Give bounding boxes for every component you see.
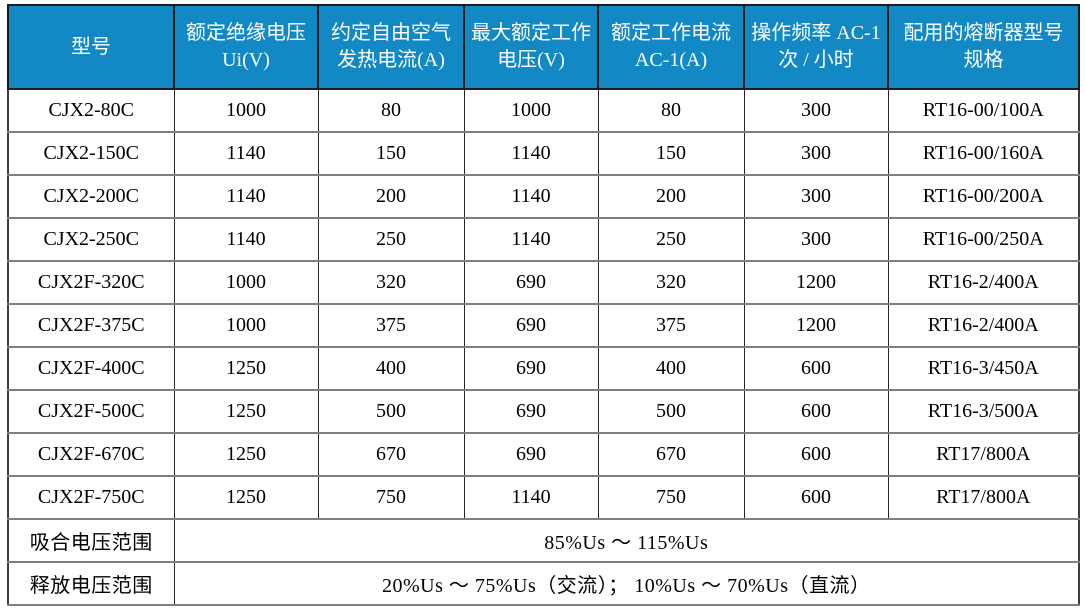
table-row: CJX2-150C 1140 150 1140 150 300 RT16-00/160A xyxy=(7,131,1080,176)
table-row: CJX2F-375C 1000 375 690 375 1200 RT16-2/400A xyxy=(7,303,1080,348)
model-cell: CJX2F-375C xyxy=(7,303,175,348)
value-cell: 690 xyxy=(463,303,599,348)
model-cell: CJX2F-320C xyxy=(7,260,175,305)
value-cell: 1140 xyxy=(463,131,599,176)
value-cell: 375 xyxy=(317,303,465,348)
value-cell: 690 xyxy=(463,389,599,434)
table-row: CJX2F-670C 1250 670 690 670 600 RT17/800A xyxy=(7,432,1080,477)
value-cell: RT16-2/400A xyxy=(887,260,1080,305)
value-cell: RT16-00/200A xyxy=(887,174,1080,219)
table-header: 型号 额定绝缘电压 Ui(V) 约定自由空气发热电流(A) 最大额定工作电压(V… xyxy=(7,4,1080,90)
value-cell: 400 xyxy=(597,346,745,391)
column-header-fuse-spec: 配用的熔断器型号规格 xyxy=(887,4,1080,90)
value-cell: RT17/800A xyxy=(887,475,1080,520)
table-row: CJX2F-400C 1250 400 690 400 600 RT16-3/450A xyxy=(7,346,1080,391)
value-cell: 150 xyxy=(317,131,465,176)
column-header-operation-frequency: 操作频率 AC-1 次 / 小时 xyxy=(743,4,889,90)
table-row: CJX2-80C 1000 80 1000 80 300 RT16-00/100A xyxy=(7,88,1080,133)
model-cell: CJX2-80C xyxy=(7,88,175,133)
value-cell: 500 xyxy=(317,389,465,434)
column-header-rated-current-ac1: 额定工作电流 AC-1(A) xyxy=(597,4,745,90)
value-cell: 1140 xyxy=(463,174,599,219)
footer-row-pickup-voltage: 吸合电压范围 85%Us ～ 115%Us xyxy=(7,518,1080,563)
value-cell: 300 xyxy=(743,217,889,262)
value-cell: 750 xyxy=(317,475,465,520)
value-cell: 1000 xyxy=(463,88,599,133)
value-cell: 600 xyxy=(743,346,889,391)
value-cell: 500 xyxy=(597,389,745,434)
value-cell: 600 xyxy=(743,389,889,434)
table-footer: 吸合电压范围 85%Us ～ 115%Us 释放电压范围 20%Us ～ 75%… xyxy=(7,518,1080,606)
model-cell: CJX2F-750C xyxy=(7,475,175,520)
table-row: CJX2F-320C 1000 320 690 320 1200 RT16-2/400A xyxy=(7,260,1080,305)
model-cell: CJX2F-400C xyxy=(7,346,175,391)
value-cell: 80 xyxy=(597,88,745,133)
footer-row-release-voltage: 释放电压范围 20%Us ～ 75%Us（交流）； 10%Us ～ 70%Us（… xyxy=(7,561,1080,606)
value-cell: 690 xyxy=(463,260,599,305)
value-cell: 1140 xyxy=(463,217,599,262)
value-cell: RT16-3/500A xyxy=(887,389,1080,434)
value-cell: 600 xyxy=(743,475,889,520)
value-cell: 320 xyxy=(317,260,465,305)
footer-value-release-voltage: 20%Us ～ 75%Us（交流）； 10%Us ～ 70%Us（直流） xyxy=(173,561,1080,606)
model-cell: CJX2-250C xyxy=(7,217,175,262)
table-row: CJX2-200C 1140 200 1140 200 300 RT16-00/200A xyxy=(7,174,1080,219)
value-cell: 300 xyxy=(743,88,889,133)
value-cell: 400 xyxy=(317,346,465,391)
value-cell: 300 xyxy=(743,174,889,219)
value-cell: 1250 xyxy=(173,389,319,434)
value-cell: RT16-00/100A xyxy=(887,88,1080,133)
value-cell: 750 xyxy=(597,475,745,520)
value-cell: 375 xyxy=(597,303,745,348)
value-cell: 200 xyxy=(317,174,465,219)
value-cell: 1140 xyxy=(463,475,599,520)
value-cell: RT16-00/250A xyxy=(887,217,1080,262)
value-cell: 1000 xyxy=(173,88,319,133)
value-cell: 80 xyxy=(317,88,465,133)
value-cell: 200 xyxy=(597,174,745,219)
value-cell: 1250 xyxy=(173,475,319,520)
value-cell: 670 xyxy=(317,432,465,477)
model-cell: CJX2F-670C xyxy=(7,432,175,477)
value-cell: 670 xyxy=(597,432,745,477)
value-cell: 300 xyxy=(743,131,889,176)
value-cell: 1000 xyxy=(173,303,319,348)
value-cell: 1140 xyxy=(173,131,319,176)
value-cell: 1200 xyxy=(743,260,889,305)
spec-table: 型号 额定绝缘电压 Ui(V) 约定自由空气发热电流(A) 最大额定工作电压(V… xyxy=(7,4,1080,606)
column-header-model: 型号 xyxy=(7,4,175,90)
value-cell: 150 xyxy=(597,131,745,176)
value-cell: RT17/800A xyxy=(887,432,1080,477)
footer-value-pickup-voltage: 85%Us ～ 115%Us xyxy=(173,518,1080,563)
value-cell: 1250 xyxy=(173,346,319,391)
model-cell: CJX2-150C xyxy=(7,131,175,176)
value-cell: 1140 xyxy=(173,174,319,219)
footer-label-release-voltage: 释放电压范围 xyxy=(7,561,175,606)
model-cell: CJX2-200C xyxy=(7,174,175,219)
table-row: CJX2F-500C 1250 500 690 500 600 RT16-3/500A xyxy=(7,389,1080,434)
value-cell: RT16-2/400A xyxy=(887,303,1080,348)
value-cell: 600 xyxy=(743,432,889,477)
value-cell: 250 xyxy=(597,217,745,262)
value-cell: 1000 xyxy=(173,260,319,305)
value-cell: 1200 xyxy=(743,303,889,348)
table-row: CJX2F-750C 1250 750 1140 750 600 RT17/800A xyxy=(7,475,1080,520)
value-cell: 690 xyxy=(463,432,599,477)
header-row: 型号 额定绝缘电压 Ui(V) 约定自由空气发热电流(A) 最大额定工作电压(V… xyxy=(7,4,1080,90)
value-cell: RT16-3/450A xyxy=(887,346,1080,391)
footer-label-pickup-voltage: 吸合电压范围 xyxy=(7,518,175,563)
value-cell: 250 xyxy=(317,217,465,262)
table-row: CJX2-250C 1140 250 1140 250 300 RT16-00/250A xyxy=(7,217,1080,262)
model-cell: CJX2F-500C xyxy=(7,389,175,434)
column-header-thermal-current: 约定自由空气发热电流(A) xyxy=(317,4,465,90)
value-cell: 1140 xyxy=(173,217,319,262)
value-cell: RT16-00/160A xyxy=(887,131,1080,176)
value-cell: 320 xyxy=(597,260,745,305)
column-header-insulation-voltage: 额定绝缘电压 Ui(V) xyxy=(173,4,319,90)
column-header-max-working-voltage: 最大额定工作电压(V) xyxy=(463,4,599,90)
table-body: CJX2-80C 1000 80 1000 80 300 RT16-00/100A CJX2-… xyxy=(7,88,1080,520)
value-cell: 690 xyxy=(463,346,599,391)
value-cell: 1250 xyxy=(173,432,319,477)
